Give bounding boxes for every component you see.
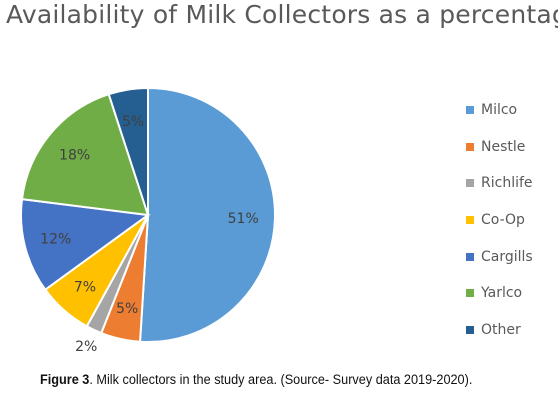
legend-swatch: [466, 289, 474, 298]
legend-item-co-op: Co-Op: [466, 202, 533, 239]
legend-swatch: [466, 252, 474, 261]
caption-text: . Milk collectors in the study area. (So…: [89, 372, 473, 387]
chart-legend: Milco Nestle Richlife Co-Op Cargills Yarlco Ot…: [466, 92, 533, 348]
legend-label: Yarlco: [481, 285, 523, 302]
legend-label: Richlife: [481, 175, 533, 192]
data-label-richlife: 2%: [75, 339, 97, 355]
data-label-yarlco: 18%: [59, 147, 90, 163]
pie-data-labels: 51% 5% 2% 7% 12% 18% 5%: [40, 114, 259, 355]
legend-swatch: [466, 106, 474, 115]
legend-label: Other: [481, 321, 521, 338]
data-label-cargills: 12%: [40, 232, 71, 248]
pie-slices: [20, 86, 276, 343]
legend-item-yarlco: Yarlco: [466, 275, 533, 312]
legend-item-cargills: Cargills: [466, 238, 533, 275]
legend-item-other: Other: [466, 312, 533, 349]
legend-swatch: [466, 179, 474, 188]
figure-label: Figure 3: [40, 372, 90, 387]
pie-slice-yarlco: [20, 92, 150, 217]
pie-slice-other: [107, 86, 149, 216]
chart-title: Availability of Milk Collectors as a per…: [6, 0, 558, 29]
legend-label: Cargills: [481, 248, 533, 265]
legend-item-nestle: Nestle: [466, 129, 533, 166]
data-label-nestle: 5%: [116, 301, 138, 317]
legend-label: Co-Op: [481, 212, 525, 229]
figure-caption: Figure 3. Milk collectors in the study a…: [40, 372, 510, 387]
data-label-co-op: 7%: [74, 279, 96, 295]
legend-label: Milco: [481, 102, 518, 119]
data-label-milco: 51%: [228, 211, 259, 227]
pie-slice-cargills: [20, 197, 151, 292]
pie-slice-milco: [138, 86, 276, 343]
legend-swatch: [466, 216, 474, 225]
legend-label: Nestle: [481, 138, 526, 155]
data-label-other: 5%: [122, 114, 144, 130]
legend-swatch: [466, 142, 474, 151]
legend-item-milco: Milco: [466, 92, 533, 129]
legend-swatch: [466, 325, 474, 334]
legend-item-richlife: Richlife: [466, 165, 533, 202]
